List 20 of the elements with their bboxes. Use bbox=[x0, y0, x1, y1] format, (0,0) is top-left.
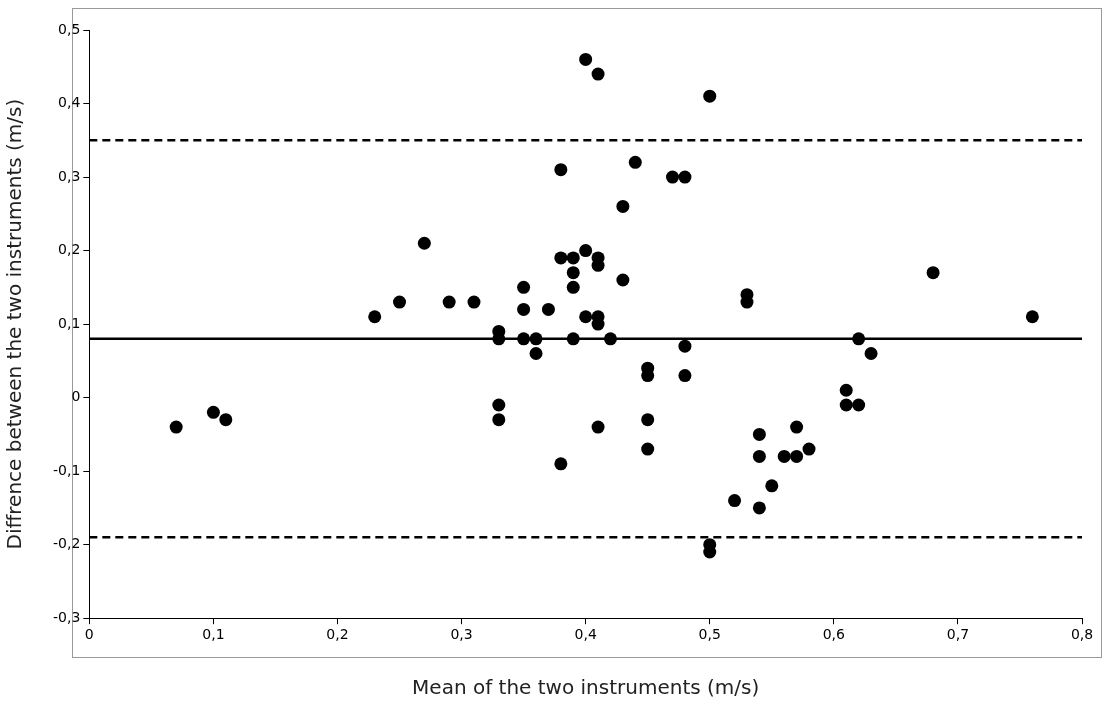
y-tick-label: 0,2 bbox=[58, 241, 81, 258]
y-tick-label: 0,1 bbox=[58, 314, 81, 331]
x-tick-label: 0,3 bbox=[450, 626, 473, 643]
y-axis-title: Diffrence between the two instruments (m/s) bbox=[2, 98, 27, 550]
y-tick-label: -0,1 bbox=[52, 461, 81, 478]
y-tick-label: -0,2 bbox=[52, 535, 81, 552]
x-tick-label: 0,8 bbox=[1070, 626, 1094, 643]
y-tick-label: 0,5 bbox=[58, 20, 81, 37]
y-tick-label: -0,3 bbox=[52, 608, 81, 625]
x-tick-label: 0,6 bbox=[822, 626, 846, 643]
x-tick-label: 0,4 bbox=[574, 626, 597, 643]
x-tick-label: 0,7 bbox=[946, 626, 970, 643]
y-tick-label: 0,4 bbox=[58, 94, 81, 111]
x-axis-title: Mean of the two instruments (m/s) bbox=[412, 675, 760, 700]
y-tick-label: 0,3 bbox=[58, 167, 81, 184]
y-tick-label: 0 bbox=[71, 388, 81, 405]
x-tick-label: 0,1 bbox=[202, 626, 225, 643]
x-tick-label: 0 bbox=[84, 626, 94, 643]
x-tick-label: 0,5 bbox=[698, 626, 721, 643]
x-tick-label: 0,2 bbox=[326, 626, 349, 643]
